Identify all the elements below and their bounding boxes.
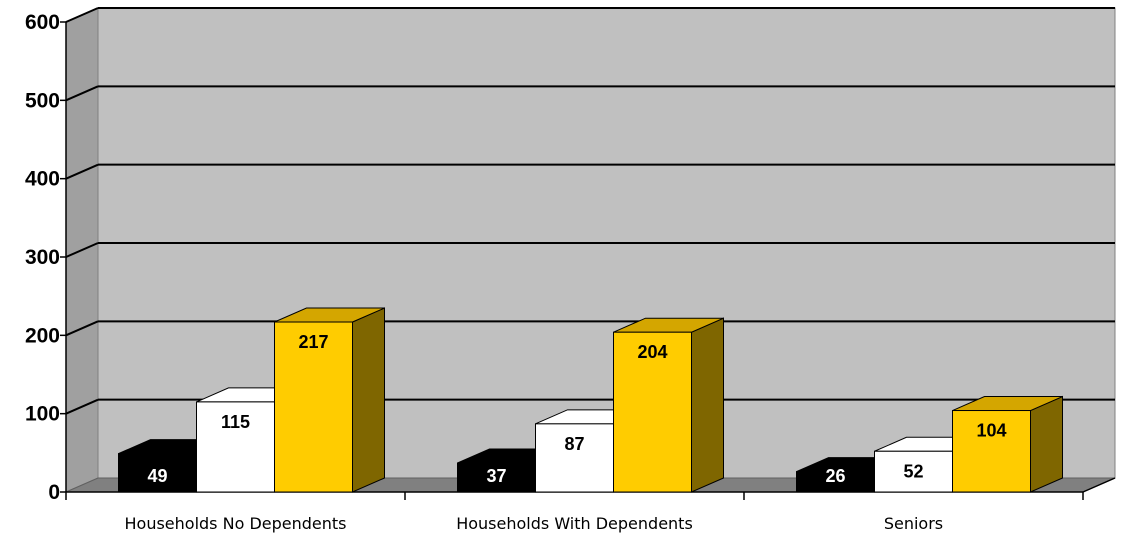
data-label: 26	[825, 466, 845, 486]
y-tick-label: 500	[25, 89, 60, 112]
bar-front-face	[274, 321, 353, 493]
gridlines	[65, 7, 1115, 415]
y-tick-label: 400	[25, 168, 60, 191]
gridline-diagonal	[65, 85, 99, 102]
gridline-diagonal	[65, 320, 99, 337]
bar-front-face	[457, 462, 536, 493]
labels: 0 100 200 300 400 500 600 Households No Depende…	[25, 11, 1007, 533]
data-label: 204	[637, 342, 667, 362]
bars	[118, 307, 1063, 493]
y-tick-label: 600	[25, 11, 60, 34]
y-tick-label: 100	[25, 403, 60, 426]
bar-side-face	[1030, 395, 1063, 493]
bar-front-face	[952, 410, 1031, 493]
y-tick-label: 300	[25, 246, 60, 269]
y-tick-label: 0	[48, 481, 60, 504]
y-tick-label: 200	[25, 324, 60, 347]
x-category-label: Households No Dependents	[125, 514, 347, 533]
bar-front-face	[613, 331, 692, 493]
bar-side-face	[352, 307, 385, 493]
bar-side-face	[691, 317, 724, 493]
data-label: 87	[564, 434, 584, 454]
data-label: 217	[298, 332, 328, 352]
bar	[613, 317, 724, 493]
bar-front-face	[196, 401, 275, 493]
bar-front-face	[118, 453, 197, 493]
data-label: 37	[486, 466, 506, 486]
bar	[952, 395, 1063, 493]
data-label: 52	[903, 461, 923, 481]
gridline-diagonal	[65, 163, 99, 180]
gridline-diagonal	[65, 242, 99, 258]
data-label: 49	[147, 466, 167, 486]
data-label: 104	[976, 421, 1006, 441]
bar	[274, 307, 385, 493]
floor-edge	[1082, 477, 1116, 493]
gridline-diagonal	[65, 7, 99, 23]
bar-front-face	[535, 423, 614, 493]
gridline-diagonal	[65, 398, 99, 415]
data-label: 115	[221, 412, 250, 432]
x-category-label: Households With Dependents	[456, 514, 693, 533]
x-category-label: Seniors	[884, 514, 943, 533]
